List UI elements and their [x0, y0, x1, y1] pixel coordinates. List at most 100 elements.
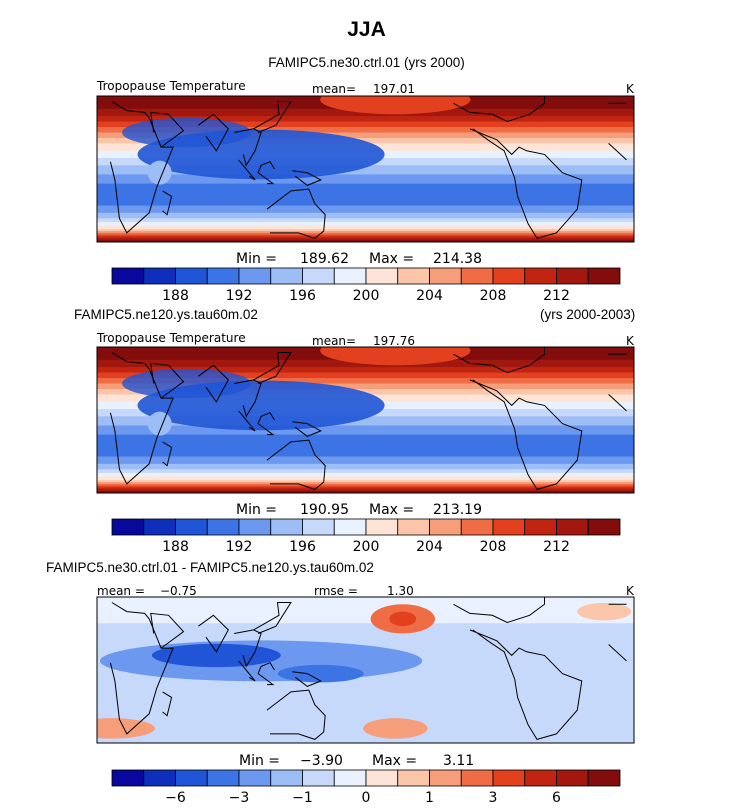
field-band: [97, 240, 634, 242]
coastline: [257, 161, 275, 185]
colorbar-swatch: [492, 267, 526, 285]
field-panel-1: [97, 96, 634, 242]
coastline: [469, 128, 583, 239]
panel-3-rmse-value: 1.30: [387, 584, 414, 598]
colorbar-tick-label: −3: [229, 790, 250, 806]
map-frame: [96, 95, 635, 243]
colorbar-tick-label: 212: [543, 288, 570, 304]
colorbar-swatch: [492, 518, 526, 536]
coastline: [253, 101, 292, 133]
coastline: [150, 612, 185, 649]
panel-2-min-label: Min =: [236, 502, 278, 518]
coastline: [238, 410, 256, 432]
panel-2-mean-label: mean=: [312, 334, 357, 348]
map-frame: [96, 596, 635, 744]
colorbar-2: 188 192 196 200 204 208 212: [111, 518, 621, 555]
coastline: [234, 629, 262, 668]
colorbar-swatch: [524, 267, 557, 285]
coastline: [453, 96, 545, 123]
colorbar-swatch: [270, 518, 303, 536]
colorbar-swatch: [206, 518, 240, 536]
coastline: [234, 128, 262, 167]
colorbar-swatch: [270, 769, 303, 787]
colorbar-swatch: [587, 769, 621, 787]
positive-anomaly: [389, 611, 417, 627]
colorbar-tick-label: 196: [289, 288, 316, 304]
colorbar-swatch: [587, 518, 621, 536]
colorbar-tick-label: 200: [353, 288, 380, 304]
positive-anomaly: [363, 718, 428, 739]
colorbar-1: 188 192 196 200 204 208 212: [111, 267, 621, 304]
colorbar-swatch: [556, 769, 589, 787]
panel-3-min-label: Min =: [239, 753, 281, 769]
colorbar-swatch: [524, 769, 557, 787]
colorbar-tick-label: −6: [165, 790, 186, 806]
coastline: [162, 190, 173, 216]
coastline: [257, 412, 275, 436]
colorbar-tick-label: 200: [353, 539, 380, 555]
colorbar-tick-label: 204: [416, 288, 443, 304]
colorbar-swatch: [270, 267, 303, 285]
panel-1-max-label: Max =: [369, 251, 415, 267]
coastline: [266, 689, 326, 740]
colorbar-tick-label: 6: [552, 790, 561, 806]
coastline: [292, 170, 322, 186]
coastline: [238, 159, 256, 181]
coastline: [453, 347, 545, 374]
panel-3-min-value: −3.90: [300, 753, 343, 769]
field-band: [97, 597, 634, 624]
colorbar-swatch: [206, 267, 240, 285]
panel-3-subtitle: FAMIPC5.ne30.ctrl.01 - FAMIPC5.ne120.ys.…: [46, 560, 374, 575]
colorbar-swatch: [365, 769, 399, 787]
map-panel-1: [96, 95, 635, 243]
colorbar-swatch: [238, 769, 272, 787]
map-panel-2: [96, 346, 635, 494]
colorbar-swatch: [492, 769, 526, 787]
colorbar-swatch: [397, 769, 430, 787]
colorbar-tick-label: 192: [226, 539, 253, 555]
colorbar-swatch: [460, 518, 494, 536]
colorbar-tick-label: 208: [480, 288, 507, 304]
panel-2-mean-value: 197.76: [373, 334, 415, 348]
colorbar-tick-label: 208: [480, 539, 507, 555]
coastline: [266, 188, 326, 239]
panel-2-units: K: [626, 334, 634, 348]
colorbar-swatch: [175, 518, 208, 536]
field-panel-2: [97, 347, 634, 493]
panel-1-max-value: 214.38: [433, 251, 482, 267]
coastline: [198, 364, 229, 403]
colorbar-swatch: [238, 267, 272, 285]
colorbar-swatch: [302, 769, 335, 787]
colorbar-swatch: [524, 518, 557, 536]
coastline: [253, 352, 292, 384]
coastline: [238, 660, 256, 682]
colorbar-tick-label: −1: [292, 790, 313, 806]
panel-2-years: (yrs 2000-2003): [540, 307, 636, 322]
coastline: [109, 602, 627, 735]
coastline: [109, 101, 627, 234]
panel-3-mean-label: mean =: [97, 584, 145, 598]
panel-1-mean-label: mean=: [312, 82, 357, 96]
coastline: [234, 379, 262, 418]
coastline: [469, 379, 583, 490]
panel-1-mean-value: 197.01: [373, 82, 415, 96]
map-frame: [96, 346, 635, 494]
coastline: [198, 614, 229, 653]
colorbar-swatch: [143, 518, 176, 536]
colorbar-swatch: [333, 518, 367, 536]
colorbar-swatch: [556, 267, 589, 285]
coastline: [292, 421, 322, 437]
coastline: [198, 113, 229, 152]
colorbar-swatch: [397, 267, 430, 285]
panel-1-units: K: [626, 82, 634, 96]
cold-pool: [122, 368, 251, 399]
colorbar-swatch: [302, 518, 335, 536]
colorbar-swatch: [175, 769, 208, 787]
colorbar-swatch: [206, 769, 240, 787]
negative-anomaly: [277, 664, 364, 683]
colorbar-swatch: [429, 518, 462, 536]
panel-3-max-label: Max =: [372, 753, 418, 769]
colorbar-tick-label: 204: [416, 539, 443, 555]
colorbar-swatch: [460, 267, 494, 285]
colorbar-swatch: [460, 769, 494, 787]
